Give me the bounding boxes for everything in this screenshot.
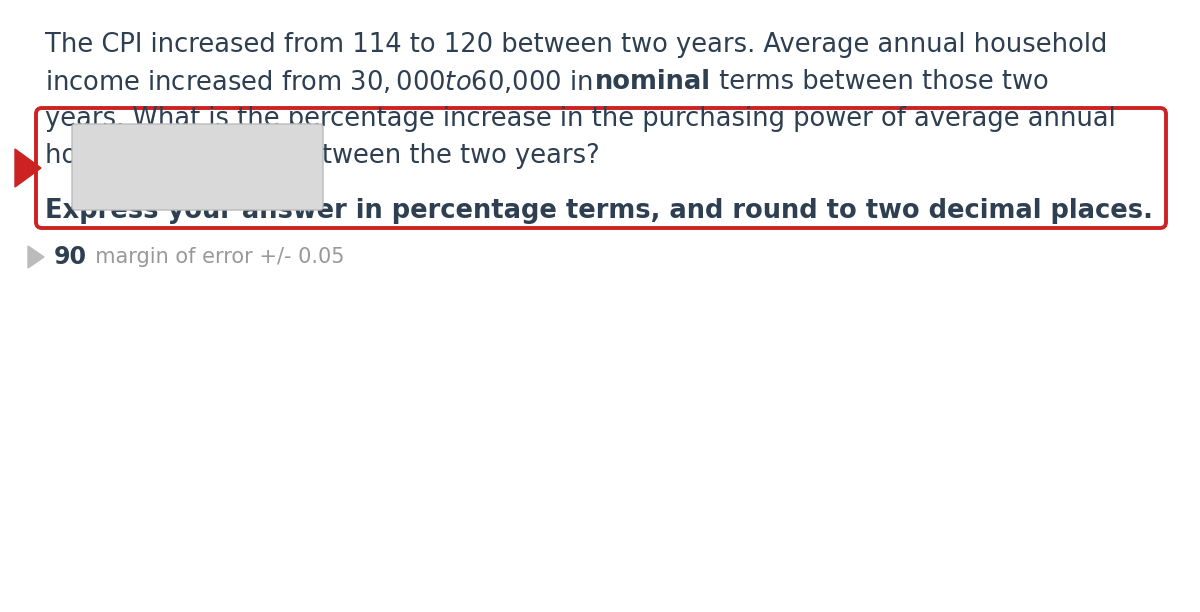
FancyBboxPatch shape: [72, 124, 323, 210]
Polygon shape: [14, 149, 41, 187]
Text: The CPI increased from 114 to 120 between two years. Average annual household: The CPI increased from 114 to 120 betwee…: [46, 32, 1108, 58]
Text: 90: 90: [54, 245, 88, 269]
Text: household income between the two years?: household income between the two years?: [46, 143, 600, 169]
Text: nominal: nominal: [594, 69, 710, 95]
Polygon shape: [28, 246, 44, 268]
FancyBboxPatch shape: [36, 108, 1166, 228]
Text: years. What is the percentage increase in the purchasing power of average annual: years. What is the percentage increase i…: [46, 106, 1116, 132]
Text: margin of error +/- 0.05: margin of error +/- 0.05: [82, 247, 344, 267]
Text: income increased from $30,000 to $60,000 in: income increased from $30,000 to $60,000…: [46, 69, 594, 96]
Text: Express your answer in percentage terms, and round to two decimal places.: Express your answer in percentage terms,…: [46, 198, 1153, 224]
Text: terms between those two: terms between those two: [710, 69, 1049, 95]
